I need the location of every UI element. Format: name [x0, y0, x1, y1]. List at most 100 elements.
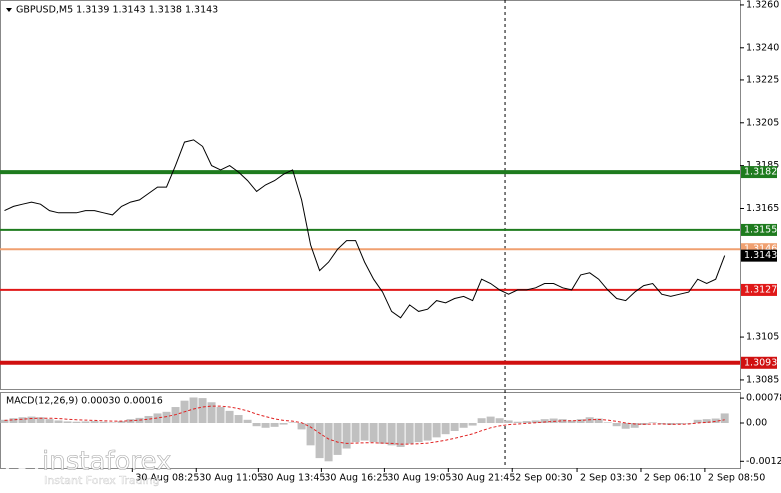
x-tick-label: 2 Sep 08:50 [708, 473, 765, 484]
price-panel [0, 0, 741, 390]
macd-bar [378, 423, 387, 444]
level-label: 1.3127 [744, 284, 777, 295]
macd-bar [720, 413, 729, 423]
y-tick-label: -0.0012 [746, 456, 781, 467]
macd-bar [288, 422, 297, 423]
macd-bar [351, 423, 360, 443]
watermark-logo [5, 448, 39, 482]
x-tick-label: 30 Aug 16:25 [324, 473, 388, 484]
macd-bar [63, 421, 72, 423]
macd-bar [540, 419, 549, 423]
y-tick-label: 1.3260 [746, 0, 779, 10]
x-tick-label: 2 Sep 00:30 [515, 473, 572, 484]
macd-bar [99, 421, 108, 423]
macd-bar [225, 410, 234, 423]
macd-bar [684, 423, 693, 424]
x-tick-label: 30 Aug 13:45 [261, 473, 325, 484]
macd-bar [702, 419, 711, 423]
macd-bar [675, 423, 684, 425]
y-tick-label: 0.00078 [746, 393, 781, 404]
macd-bar [414, 423, 423, 443]
macd-bar [612, 423, 621, 427]
macd-bar [333, 423, 342, 455]
macd-bar [360, 423, 369, 441]
chart-title: GBPUSD,M5 1.3139 1.3143 1.3138 1.3143 [16, 5, 218, 16]
macd-bar [81, 421, 90, 423]
macd-bar [549, 418, 558, 423]
x-tick-label: 30 Aug 08:25 [135, 473, 199, 484]
y-tick-label: 1.3240 [746, 42, 779, 53]
macd-bar [693, 419, 702, 423]
macd-bar [450, 423, 459, 431]
y-tick-label: 1.3225 [746, 74, 779, 85]
macd-bar [162, 411, 171, 423]
macd-bar [297, 423, 306, 430]
macd-bar [504, 420, 513, 423]
macd-bar [396, 423, 405, 447]
watermark-logo-core [17, 460, 27, 470]
level-label: 1.3182 [744, 167, 777, 178]
macd-bar [621, 423, 630, 429]
x-tick-label: 2 Sep 03:30 [580, 473, 637, 484]
macd-bar [306, 423, 315, 446]
level-label-box [741, 223, 777, 236]
y-tick-label: 0.00 [746, 418, 767, 429]
current-price-label: 1.3143 [744, 250, 777, 261]
macd-bar [567, 420, 576, 423]
macd-bar [432, 423, 441, 438]
macd-bar [324, 423, 333, 462]
macd-bar [144, 415, 153, 423]
watermark-brand: instaforex [42, 447, 171, 477]
y-tick-label: 1.3165 [746, 203, 779, 214]
price-line [4, 139, 726, 319]
y-tick-label: 1.3185 [746, 160, 779, 171]
macd-bar [342, 423, 351, 449]
y-tick-label: 1.3205 [746, 117, 779, 128]
macd-bar [261, 423, 270, 428]
macd-bar [630, 423, 639, 428]
macd-bar [468, 423, 477, 426]
macd-bar [153, 413, 162, 423]
level-label: 1.3155 [744, 224, 777, 235]
macd-bar [603, 422, 612, 423]
macd-bar [18, 417, 27, 423]
macd-bar [72, 421, 81, 423]
macd-bar [315, 423, 324, 459]
macd-bar [90, 421, 99, 423]
x-tick-label: 30 Aug 11:05 [199, 473, 263, 484]
macd-bar [522, 421, 531, 423]
macd-bar [648, 422, 657, 423]
macd-bar [108, 422, 117, 423]
level-label: 1.3093 [744, 357, 777, 368]
watermark: instaforex Instant Forex Trading [5, 446, 172, 487]
current-price-box [741, 249, 777, 262]
macd-title: MACD(12,26,9) 0.00030 0.00016 [6, 396, 163, 407]
macd-bar [405, 423, 414, 444]
macd-bar [279, 423, 288, 425]
level-label: 1.3146 [744, 244, 777, 255]
x-tick-label: 30 Aug 21:45 [451, 473, 515, 484]
macd-bar [117, 421, 126, 423]
y-tick-label: 1.3085 [746, 374, 779, 385]
y-tick-label: 1.3105 [746, 332, 779, 343]
macd-bar [387, 423, 396, 446]
level-label-box [741, 166, 777, 179]
macd-bar [423, 423, 432, 441]
macd-bar [369, 423, 378, 443]
macd-bar [234, 415, 243, 423]
macd-bar [207, 402, 216, 423]
macd-bar [576, 419, 585, 423]
macd-bar [45, 419, 54, 423]
macd-bar [36, 417, 45, 423]
macd-bar [459, 423, 468, 428]
macd-bar [657, 423, 666, 425]
macd-bar [198, 398, 207, 423]
level-label-box [741, 356, 777, 369]
menu-triangle [6, 8, 12, 12]
x-tick-label: 30 Aug 19:05 [387, 473, 451, 484]
macd-bar [513, 421, 522, 423]
level-label-box [741, 283, 777, 296]
macd-bar [216, 407, 225, 423]
macd-bar [54, 420, 63, 423]
